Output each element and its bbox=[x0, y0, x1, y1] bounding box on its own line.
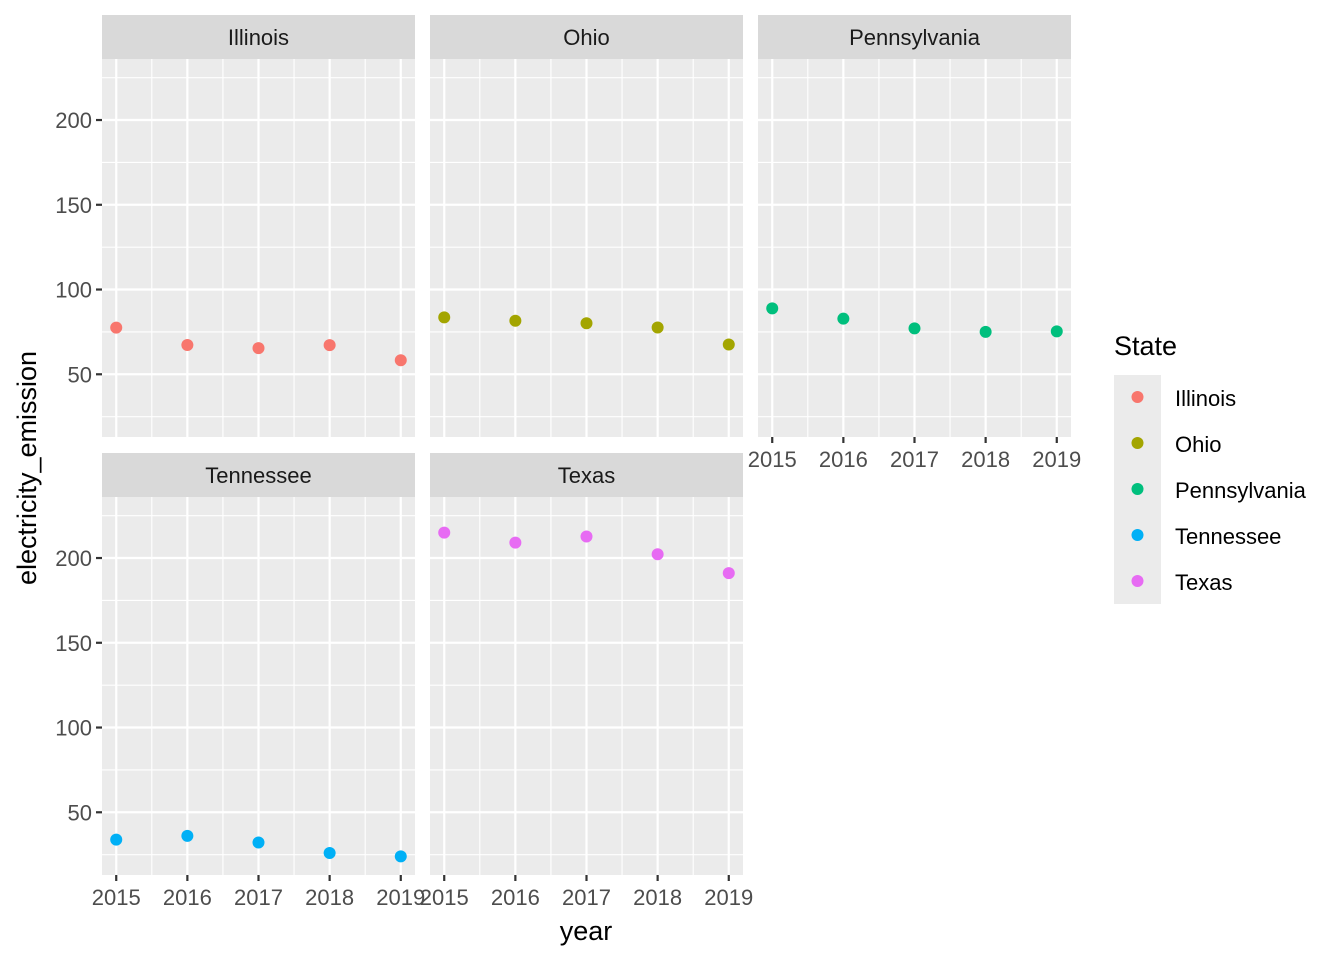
strip-illinois bbox=[102, 15, 415, 59]
x-tick-label: 2017 bbox=[562, 885, 611, 910]
strip-pennsylvania bbox=[758, 15, 1071, 59]
point-illinois-2015 bbox=[110, 321, 123, 334]
strip-label-texas: Texas bbox=[558, 463, 615, 488]
y-tick-label: 100 bbox=[55, 716, 92, 741]
legend-label-tennessee: Tennessee bbox=[1175, 524, 1281, 549]
y-tick-label: 50 bbox=[68, 800, 92, 825]
x-tick-label: 2015 bbox=[92, 885, 141, 910]
point-ohio-2018 bbox=[651, 321, 664, 334]
x-tick-label: 2019 bbox=[376, 885, 425, 910]
strip-texas bbox=[430, 453, 743, 497]
point-ohio-2017 bbox=[580, 317, 593, 330]
legend-label-illinois: Illinois bbox=[1175, 386, 1236, 411]
point-ohio-2019 bbox=[722, 338, 735, 351]
x-tick-label: 2015 bbox=[420, 885, 469, 910]
legend-label-ohio: Ohio bbox=[1175, 432, 1221, 457]
point-texas-2018 bbox=[651, 548, 664, 561]
legend-key-ohio bbox=[1131, 437, 1144, 449]
panel-illinois: Illinois 50 100 150 200 bbox=[55, 15, 415, 437]
point-texas-2019 bbox=[722, 567, 735, 580]
point-illinois-2016 bbox=[181, 338, 194, 351]
panel-ohio: Ohio bbox=[430, 15, 743, 437]
strip-label-illinois: Illinois bbox=[228, 25, 289, 50]
legend-label-pennsylvania: Pennsylvania bbox=[1175, 478, 1307, 503]
x-tick-label: 2019 bbox=[1032, 447, 1081, 472]
x-tick-label: 2016 bbox=[491, 885, 540, 910]
point-pennsylvania-2017 bbox=[908, 322, 921, 335]
point-illinois-2018 bbox=[323, 339, 336, 352]
panel-pennsylvania: Pennsylvania 2015 2016 2017 2018 2019 bbox=[748, 15, 1081, 472]
y-tick-label: 200 bbox=[55, 108, 92, 133]
point-pennsylvania-2018 bbox=[979, 325, 992, 338]
legend-label-texas: Texas bbox=[1175, 570, 1232, 595]
strip-label-ohio: Ohio bbox=[563, 25, 609, 50]
point-texas-2017 bbox=[580, 530, 593, 543]
point-tennessee-2015 bbox=[110, 833, 123, 846]
point-texas-2016 bbox=[509, 536, 522, 549]
y-tick-label: 150 bbox=[55, 631, 92, 656]
x-tick-label: 2018 bbox=[305, 885, 354, 910]
point-pennsylvania-2016 bbox=[837, 312, 850, 325]
panel-tennessee: Tennessee 50 100 150 200 2015 2016 2017 2018 2019 bbox=[55, 453, 425, 910]
point-tennessee-2018 bbox=[323, 846, 336, 859]
y-axis-title: electricity_emission bbox=[12, 351, 42, 585]
point-tennessee-2019 bbox=[394, 850, 407, 863]
x-tick-label: 2017 bbox=[234, 885, 283, 910]
legend-key-illinois bbox=[1131, 391, 1144, 403]
strip-ohio bbox=[430, 15, 743, 59]
legend-key-pennsylvania bbox=[1131, 483, 1144, 495]
x-tick-label: 2018 bbox=[961, 447, 1010, 472]
x-tick-label: 2016 bbox=[819, 447, 868, 472]
strip-label-tennessee: Tennessee bbox=[205, 463, 311, 488]
legend: State Illinois Ohio Pennsylvania Tennessee T… bbox=[1114, 331, 1307, 604]
x-tick-label: 2016 bbox=[163, 885, 212, 910]
y-tick-label: 150 bbox=[55, 193, 92, 218]
point-illinois-2017 bbox=[252, 342, 265, 355]
x-tick-label: 2015 bbox=[748, 447, 797, 472]
strip-label-pennsylvania: Pennsylvania bbox=[849, 25, 981, 50]
y-tick-label: 100 bbox=[55, 278, 92, 303]
y-tick-label: 200 bbox=[55, 546, 92, 571]
point-tennessee-2017 bbox=[252, 836, 265, 849]
point-pennsylvania-2019 bbox=[1050, 325, 1063, 338]
legend-title: State bbox=[1114, 331, 1177, 361]
x-tick-label: 2019 bbox=[704, 885, 753, 910]
legend-key-texas bbox=[1131, 575, 1144, 587]
panel-texas: Texas 2015 2016 2017 2018 2019 bbox=[420, 453, 753, 910]
point-pennsylvania-2015 bbox=[766, 302, 779, 315]
point-illinois-2019 bbox=[394, 354, 407, 367]
strip-tennessee bbox=[102, 453, 415, 497]
point-ohio-2016 bbox=[509, 314, 522, 327]
point-tennessee-2016 bbox=[181, 829, 194, 842]
x-tick-label: 2018 bbox=[633, 885, 682, 910]
x-tick-label: 2017 bbox=[890, 447, 939, 472]
y-tick-label: 50 bbox=[68, 362, 92, 387]
point-texas-2015 bbox=[438, 526, 451, 539]
point-ohio-2015 bbox=[438, 311, 451, 324]
x-axis-title: year bbox=[560, 916, 613, 946]
legend-key-tennessee bbox=[1131, 529, 1144, 541]
